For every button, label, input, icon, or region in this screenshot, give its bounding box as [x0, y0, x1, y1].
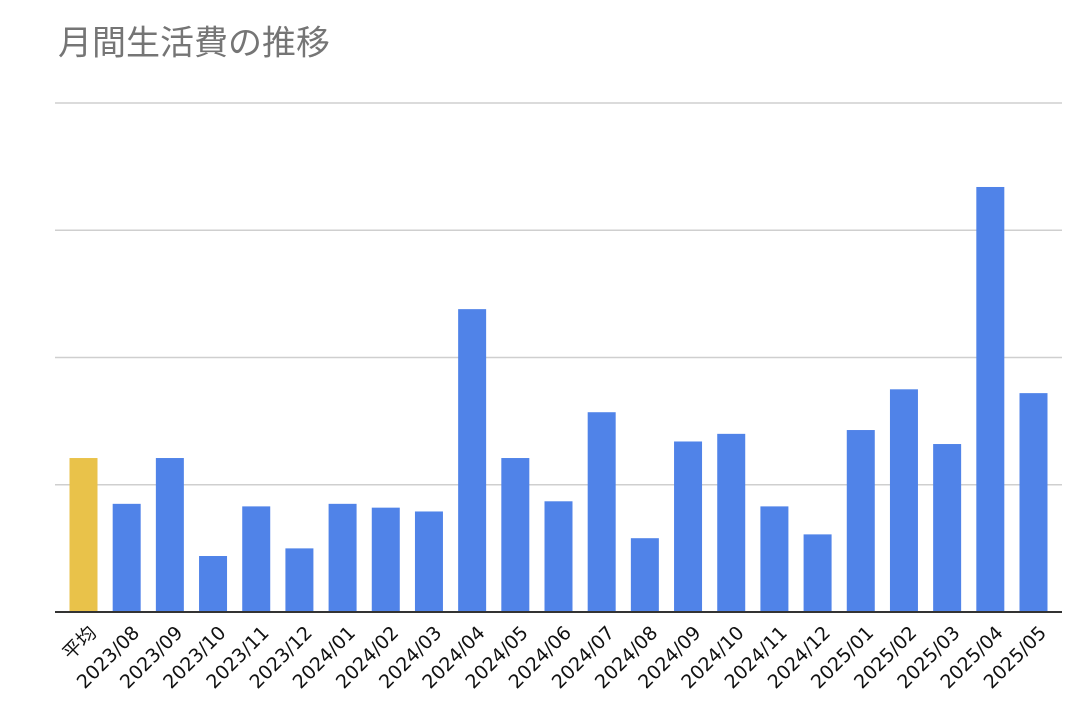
bar [933, 444, 962, 612]
bar [1019, 393, 1048, 612]
bar [155, 458, 184, 612]
bar [242, 506, 271, 612]
chart-title: 月間生活費の推移 [58, 24, 330, 64]
bar [630, 538, 659, 612]
bar [889, 389, 918, 612]
bar [544, 501, 573, 612]
bar [458, 309, 487, 612]
bar [717, 433, 746, 612]
bar [328, 503, 357, 612]
bar [976, 186, 1005, 613]
bar [846, 430, 875, 612]
bar [112, 503, 141, 612]
bar [69, 458, 98, 612]
bar [371, 507, 400, 612]
bar [587, 412, 616, 612]
bar [285, 548, 314, 612]
bar [414, 511, 443, 612]
bar [803, 534, 832, 612]
bar [199, 556, 228, 612]
bar [760, 506, 789, 612]
bar [674, 441, 703, 612]
bar [501, 458, 530, 612]
